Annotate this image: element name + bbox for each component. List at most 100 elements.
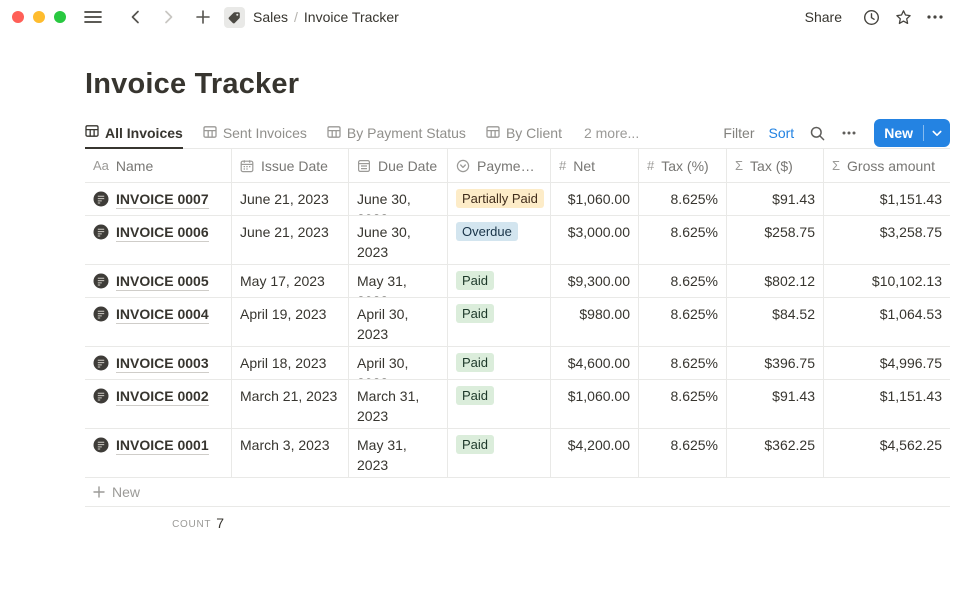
- cell-tax-percent[interactable]: 8.625%: [639, 429, 727, 477]
- tab-all-invoices[interactable]: All Invoices: [85, 119, 183, 149]
- cell-tax-dollars[interactable]: $91.43: [727, 183, 824, 215]
- cell-tax-percent[interactable]: 8.625%: [639, 216, 727, 264]
- cell-payment-status[interactable]: Paid: [448, 265, 551, 297]
- close-window-icon[interactable]: [12, 11, 24, 23]
- cell-tax-percent[interactable]: 8.625%: [639, 380, 727, 428]
- page-title[interactable]: Invoice Tracker: [85, 68, 300, 100]
- cell-tax-dollars[interactable]: $91.43: [727, 380, 824, 428]
- invoice-page-link[interactable]: INVOICE 0005: [116, 273, 209, 291]
- cell-gross-amount[interactable]: $1,151.43: [879, 388, 942, 404]
- cell-net[interactable]: $4,200.00: [551, 429, 639, 477]
- search-icon[interactable]: [804, 121, 830, 145]
- invoice-page-link[interactable]: INVOICE 0002: [116, 388, 209, 406]
- column-header-name[interactable]: Aa Name: [85, 149, 232, 182]
- column-header-tax[interactable]: # Tax (%): [639, 149, 727, 182]
- column-header-gross-amount[interactable]: Σ Gross amount: [824, 149, 950, 182]
- cell-gross-amount[interactable]: $4,562.25: [879, 437, 942, 453]
- cell-tax-dollars[interactable]: $396.75: [727, 347, 824, 379]
- cell-gross-amount[interactable]: $1,064.53: [879, 306, 942, 322]
- column-header-issue-date[interactable]: Issue Date: [232, 149, 349, 182]
- cell-payment-status[interactable]: Partially Paid: [448, 183, 551, 215]
- cell-gross-amount[interactable]: $4,996.75: [879, 355, 942, 371]
- receipt-page-icon: [93, 355, 109, 376]
- cell-tax-dollars[interactable]: $362.25: [727, 429, 824, 477]
- cell-gross-amount[interactable]: $1,151.43: [879, 191, 942, 207]
- cell-due-date[interactable]: May 31, 2023: [349, 265, 448, 297]
- cell-issue-date[interactable]: April 18, 2023: [232, 347, 349, 379]
- cell-due-date[interactable]: March 31, 2023: [349, 380, 448, 428]
- cell-payment-status[interactable]: Paid: [448, 380, 551, 428]
- cell-tax-percent[interactable]: 8.625%: [639, 183, 727, 215]
- column-header-net[interactable]: # Net: [551, 149, 639, 182]
- cell-net[interactable]: $1,060.00: [551, 183, 639, 215]
- cell-due-date[interactable]: June 30, 2023: [349, 216, 448, 264]
- cell-due-date[interactable]: May 31, 2023: [349, 429, 448, 477]
- more-options-icon[interactable]: [922, 4, 948, 30]
- cell-payment-status[interactable]: Overdue: [448, 216, 551, 264]
- cell-issue-date[interactable]: April 19, 2023: [232, 298, 349, 346]
- column-header-payment[interactable]: Payment ...: [448, 149, 551, 182]
- count-aggregate[interactable]: count 7: [85, 507, 232, 538]
- cell-tax-percent[interactable]: 8.625%: [639, 265, 727, 297]
- breadcrumb-workspace[interactable]: Sales: [253, 9, 289, 25]
- updates-clock-icon[interactable]: [858, 4, 884, 30]
- tab-sent-invoices[interactable]: Sent Invoices: [203, 118, 307, 148]
- cell-issue-date[interactable]: June 21, 2023: [232, 216, 349, 264]
- column-header-due-date[interactable]: Due Date: [349, 149, 448, 182]
- cell-gross-amount[interactable]: $3,258.75: [879, 224, 942, 240]
- new-page-icon[interactable]: [190, 4, 216, 30]
- invoice-page-link[interactable]: INVOICE 0004: [116, 306, 209, 324]
- cell-invoice-name[interactable]: INVOICE 0003: [85, 347, 232, 379]
- cell-payment-status[interactable]: Paid: [448, 429, 551, 477]
- more-views-button[interactable]: 2 more...: [583, 125, 640, 141]
- cell-tax-percent[interactable]: 8.625%: [639, 298, 727, 346]
- cell-invoice-name[interactable]: INVOICE 0001: [85, 429, 232, 477]
- cell-tax-dollars[interactable]: $84.52: [727, 298, 824, 346]
- breadcrumb-page[interactable]: Invoice Tracker: [303, 9, 399, 25]
- cell-due-date[interactable]: April 30, 2023: [349, 298, 448, 346]
- back-icon[interactable]: [122, 4, 148, 30]
- add-row-button[interactable]: New: [85, 478, 950, 507]
- invoice-page-link[interactable]: INVOICE 0006: [116, 224, 209, 242]
- cell-net[interactable]: $980.00: [551, 298, 639, 346]
- cell-net[interactable]: $1,060.00: [551, 380, 639, 428]
- cell-invoice-name[interactable]: INVOICE 0005: [85, 265, 232, 297]
- view-options-icon[interactable]: [836, 121, 862, 145]
- cell-payment-status[interactable]: Paid: [448, 298, 551, 346]
- cell-net[interactable]: $3,000.00: [551, 216, 639, 264]
- cell-tax-dollars[interactable]: $258.75: [727, 216, 824, 264]
- cell-due-date[interactable]: June 30, 2023: [349, 183, 448, 215]
- cell-issue-date[interactable]: March 21, 2023: [232, 380, 349, 428]
- cell-tax-dollars[interactable]: $802.12: [727, 265, 824, 297]
- cell-due-date[interactable]: April 30, 2023: [349, 347, 448, 379]
- cell-invoice-name[interactable]: INVOICE 0006: [85, 216, 232, 264]
- page-emoji-tag-icon[interactable]: [224, 6, 245, 28]
- cell-tax-percent[interactable]: 8.625%: [639, 347, 727, 379]
- cell-issue-date[interactable]: June 21, 2023: [232, 183, 349, 215]
- cell-issue-date[interactable]: March 3, 2023: [232, 429, 349, 477]
- new-button[interactable]: New: [874, 119, 950, 147]
- filter-button[interactable]: Filter: [723, 125, 755, 141]
- cell-issue-date[interactable]: May 17, 2023: [232, 265, 349, 297]
- cell-invoice-name[interactable]: INVOICE 0007: [85, 183, 232, 215]
- invoice-page-link[interactable]: INVOICE 0007: [116, 191, 209, 209]
- sort-button[interactable]: Sort: [768, 125, 795, 141]
- tab-by-client[interactable]: By Client: [486, 118, 562, 148]
- zoom-window-icon[interactable]: [54, 11, 66, 23]
- cell-invoice-name[interactable]: INVOICE 0002: [85, 380, 232, 428]
- cell-invoice-name[interactable]: INVOICE 0004: [85, 298, 232, 346]
- chevron-down-icon[interactable]: [924, 130, 950, 137]
- minimize-window-icon[interactable]: [33, 11, 45, 23]
- cell-payment-status[interactable]: Paid: [448, 347, 551, 379]
- share-button[interactable]: Share: [804, 9, 842, 25]
- favorite-star-icon[interactable]: [890, 4, 916, 30]
- cell-net[interactable]: $4,600.00: [551, 347, 639, 379]
- sidebar-menu-icon[interactable]: [80, 4, 106, 30]
- forward-icon[interactable]: [156, 4, 182, 30]
- column-header-tax[interactable]: Σ Tax ($): [727, 149, 824, 182]
- tab-by-payment-status[interactable]: By Payment Status: [327, 118, 466, 148]
- cell-net[interactable]: $9,300.00: [551, 265, 639, 297]
- invoice-page-link[interactable]: INVOICE 0001: [116, 437, 209, 455]
- cell-gross-amount[interactable]: $10,102.13: [871, 273, 942, 289]
- invoice-page-link[interactable]: INVOICE 0003: [116, 355, 209, 373]
